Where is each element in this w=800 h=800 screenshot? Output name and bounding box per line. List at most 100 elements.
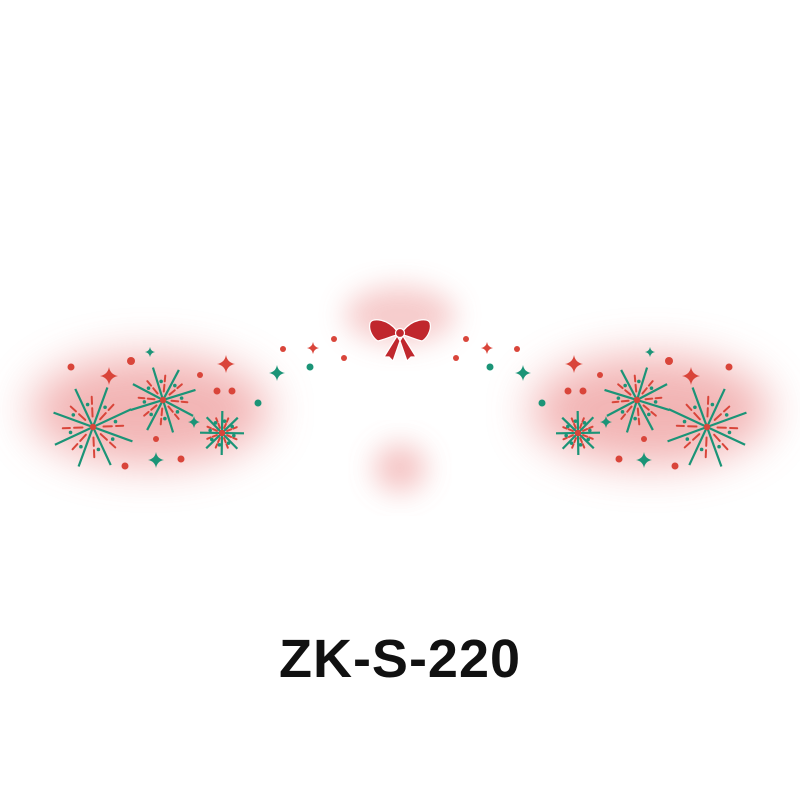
- firework-dash: [143, 410, 150, 417]
- firework-dash: [78, 413, 87, 421]
- sparkle-icon: [217, 355, 235, 373]
- dot-icon: [725, 363, 733, 371]
- firework-dot: [103, 405, 107, 410]
- firework-dot: [179, 396, 184, 400]
- dot-icon: [514, 346, 520, 352]
- firework-dash: [644, 397, 654, 401]
- firework-dash: [211, 428, 218, 432]
- firework-dot: [588, 428, 592, 433]
- firework-dash: [170, 399, 180, 403]
- firework-dash: [581, 417, 585, 423]
- firework-dash: [69, 405, 77, 413]
- firework-dot: [226, 441, 231, 445]
- dot-icon: [453, 355, 459, 361]
- firework-dash: [163, 374, 167, 383]
- firework-dash: [588, 436, 594, 440]
- firework-dash: [641, 387, 648, 395]
- left-decor: [53, 336, 347, 470]
- firework-dash: [693, 412, 701, 421]
- firework-dot: [616, 396, 621, 400]
- dot-icon: [228, 387, 236, 395]
- firework-dash: [650, 410, 657, 417]
- firework-dash: [633, 374, 637, 383]
- dot-icon: [331, 336, 337, 342]
- dot-icon: [306, 363, 314, 371]
- firework-dot: [96, 447, 101, 452]
- dot-icon: [121, 462, 129, 470]
- firework-dash: [137, 396, 146, 400]
- firework-dash: [617, 383, 624, 390]
- firework-dash: [160, 407, 164, 417]
- dot-icon: [177, 455, 185, 463]
- bow-icon: [369, 319, 431, 363]
- firework-dash: [721, 443, 729, 451]
- firework-dot: [222, 419, 227, 423]
- sparkle-icon: [636, 452, 652, 468]
- firework-dash: [723, 405, 731, 413]
- dot-icon: [671, 462, 679, 470]
- firework-dot: [717, 444, 721, 449]
- blush-nose: [374, 444, 426, 492]
- firework-dot: [693, 405, 697, 410]
- sparkle-icon: [645, 347, 655, 357]
- firework-dash: [99, 433, 108, 441]
- firework-dash: [150, 404, 158, 411]
- firework-dash: [232, 426, 238, 430]
- firework-dash: [713, 433, 721, 442]
- firework-dash: [634, 383, 638, 393]
- firework-dash: [582, 428, 589, 432]
- firework-dot: [68, 430, 73, 435]
- firework-dot: [633, 416, 637, 421]
- dot-icon: [579, 387, 587, 395]
- firework-dash: [582, 434, 589, 438]
- dot-icon: [341, 355, 347, 361]
- firework-dot: [653, 400, 658, 404]
- sparkle-icon: [515, 365, 531, 381]
- sparkle-icon: [145, 347, 155, 357]
- firework-dot: [710, 402, 715, 407]
- firework-icon: [667, 387, 747, 467]
- firework-dot: [146, 386, 151, 390]
- sparkle-icon: [269, 365, 285, 381]
- firework-dash: [223, 437, 227, 444]
- firework-dash: [215, 417, 219, 423]
- firework-dash: [223, 422, 227, 429]
- firework-dot: [582, 421, 587, 425]
- sparkle-icon: [100, 367, 118, 385]
- firework-dot: [649, 386, 654, 390]
- firework-dash: [79, 433, 87, 442]
- firework-dot: [566, 424, 570, 429]
- dot-icon: [463, 336, 469, 342]
- firework-dash: [152, 387, 159, 395]
- firework-dot: [79, 444, 83, 449]
- firework-dot: [210, 437, 214, 442]
- firework-dot: [724, 413, 729, 417]
- dot-icon: [486, 363, 494, 371]
- firework-dash: [168, 389, 176, 396]
- firework-dot: [586, 437, 590, 442]
- firework-dot: [682, 419, 687, 424]
- dot-icon: [597, 372, 603, 378]
- dot-icon: [538, 399, 546, 407]
- firework-dot: [699, 447, 704, 452]
- firework-center: [218, 429, 226, 437]
- dot-icon: [197, 372, 203, 378]
- sparkle-icon: [307, 342, 319, 354]
- firework-dash: [71, 443, 79, 451]
- firework-dot: [685, 437, 690, 441]
- firework-dash: [206, 436, 212, 440]
- firework-center: [574, 429, 582, 437]
- firework-dot: [71, 413, 76, 417]
- firework-dash: [573, 422, 577, 429]
- firework-dash: [109, 441, 117, 449]
- firework-dash: [713, 413, 722, 421]
- firework-dash: [226, 428, 233, 432]
- firework-dash: [636, 407, 640, 417]
- firework-center: [159, 396, 167, 404]
- firework-dash: [647, 380, 654, 387]
- firework-dot: [213, 421, 218, 425]
- firework-icon: [199, 410, 245, 456]
- firework-dot: [230, 424, 234, 429]
- sparkle-icon: [682, 367, 700, 385]
